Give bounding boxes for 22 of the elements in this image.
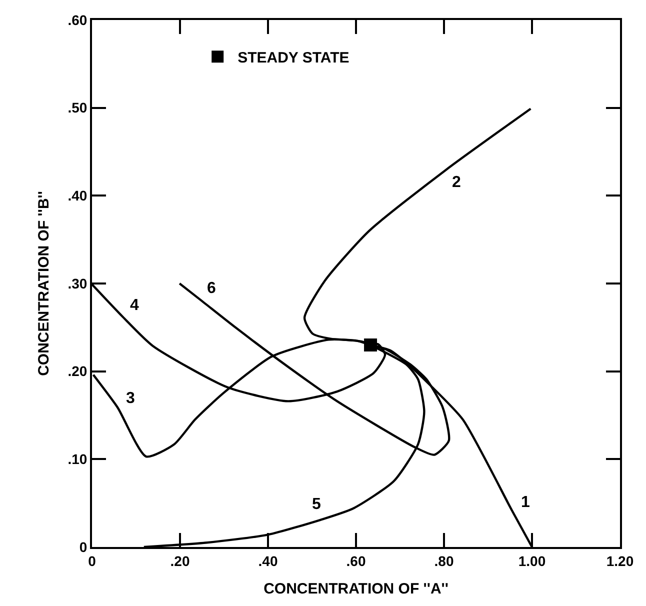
legend-label: STEADY STATE — [238, 49, 350, 66]
x-tick-label: 1.20 — [606, 552, 634, 569]
x-tick-label: .40 — [258, 552, 278, 569]
y-tick-label: .40 — [68, 188, 88, 204]
y-tick-label: .20 — [68, 363, 88, 380]
y-tick-label: .30 — [68, 275, 88, 292]
annotation: 1 — [521, 494, 530, 511]
x-tick-label: .20 — [170, 552, 190, 569]
y-tick-label: 0 — [79, 538, 88, 555]
x-tick-label: .80 — [434, 552, 454, 569]
x-tick-label: .60 — [346, 552, 366, 569]
x-tick-label: 1.00 — [518, 552, 546, 569]
y-tick-label: .60 — [68, 12, 88, 28]
annotation: 6 — [207, 280, 216, 297]
y-axis-title: CONCENTRATION OF ''B'' — [35, 191, 52, 376]
annotation: 3 — [126, 390, 135, 407]
annotation: 4 — [130, 297, 139, 314]
y-tick-label: .10 — [68, 451, 88, 468]
y-tick-label: .50 — [68, 100, 88, 116]
annotation: 5 — [312, 496, 321, 513]
annotation: 2 — [452, 174, 461, 191]
x-axis-title: CONCENTRATION OF ''A'' — [264, 580, 448, 598]
